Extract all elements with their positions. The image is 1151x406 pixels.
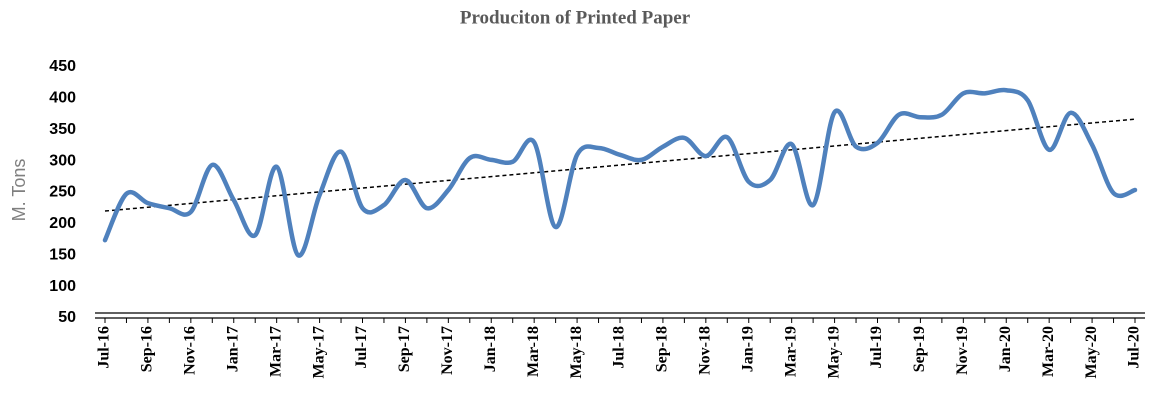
y-tick-label: 450 [49,58,76,75]
x-tick-label: Nov-17 [439,326,456,375]
x-tick-label: Jan-20 [997,326,1014,372]
x-tick-label: May-18 [568,326,585,378]
x-tick-label: Mar-17 [267,326,284,377]
x-tick-label: May-17 [310,326,327,378]
y-tick-label: 100 [49,278,76,295]
x-tick-label: Mar-19 [782,326,799,377]
y-tick-label: 400 [49,90,76,107]
x-tick-label: Jul-17 [353,326,370,369]
y-tick-label: 300 [49,152,76,169]
y-tick-label: 350 [49,121,76,138]
x-tick-label: Sep-19 [911,326,928,372]
y-axis-label: M. Tons [9,159,29,222]
x-tick-label: Nov-18 [697,326,714,375]
x-tick-label: Sep-18 [654,326,671,372]
x-tick-label: Jan-19 [739,326,756,372]
x-tick-label: Sep-17 [396,326,413,372]
x-tick-label: Jul-18 [611,326,628,369]
x-tick-label: May-19 [825,326,842,378]
y-tick-label: 200 [49,215,76,232]
x-tick-label: Jul-19 [868,326,885,369]
x-tick-label: Mar-18 [525,326,542,377]
x-tick-label: Sep-16 [139,326,156,372]
trend-line [104,118,1136,212]
x-tick-label: Jan-18 [482,326,499,372]
x-tick-label: Jul-20 [1126,326,1143,369]
y-tick-label: 250 [49,184,76,201]
data-line [102,87,1138,258]
x-tick-label: Jan-17 [224,326,241,372]
chart-title: Produciton of Printed Paper [460,7,691,28]
y-tick-label: 50 [58,309,76,326]
x-tick-label: May-20 [1083,326,1100,378]
x-tick-label: Mar-20 [1040,326,1057,377]
x-tick-label: Nov-16 [182,326,199,375]
x-tick-label: Jul-16 [96,326,113,369]
x-tick-label: Nov-19 [954,326,971,375]
y-tick-label: 150 [49,246,76,263]
